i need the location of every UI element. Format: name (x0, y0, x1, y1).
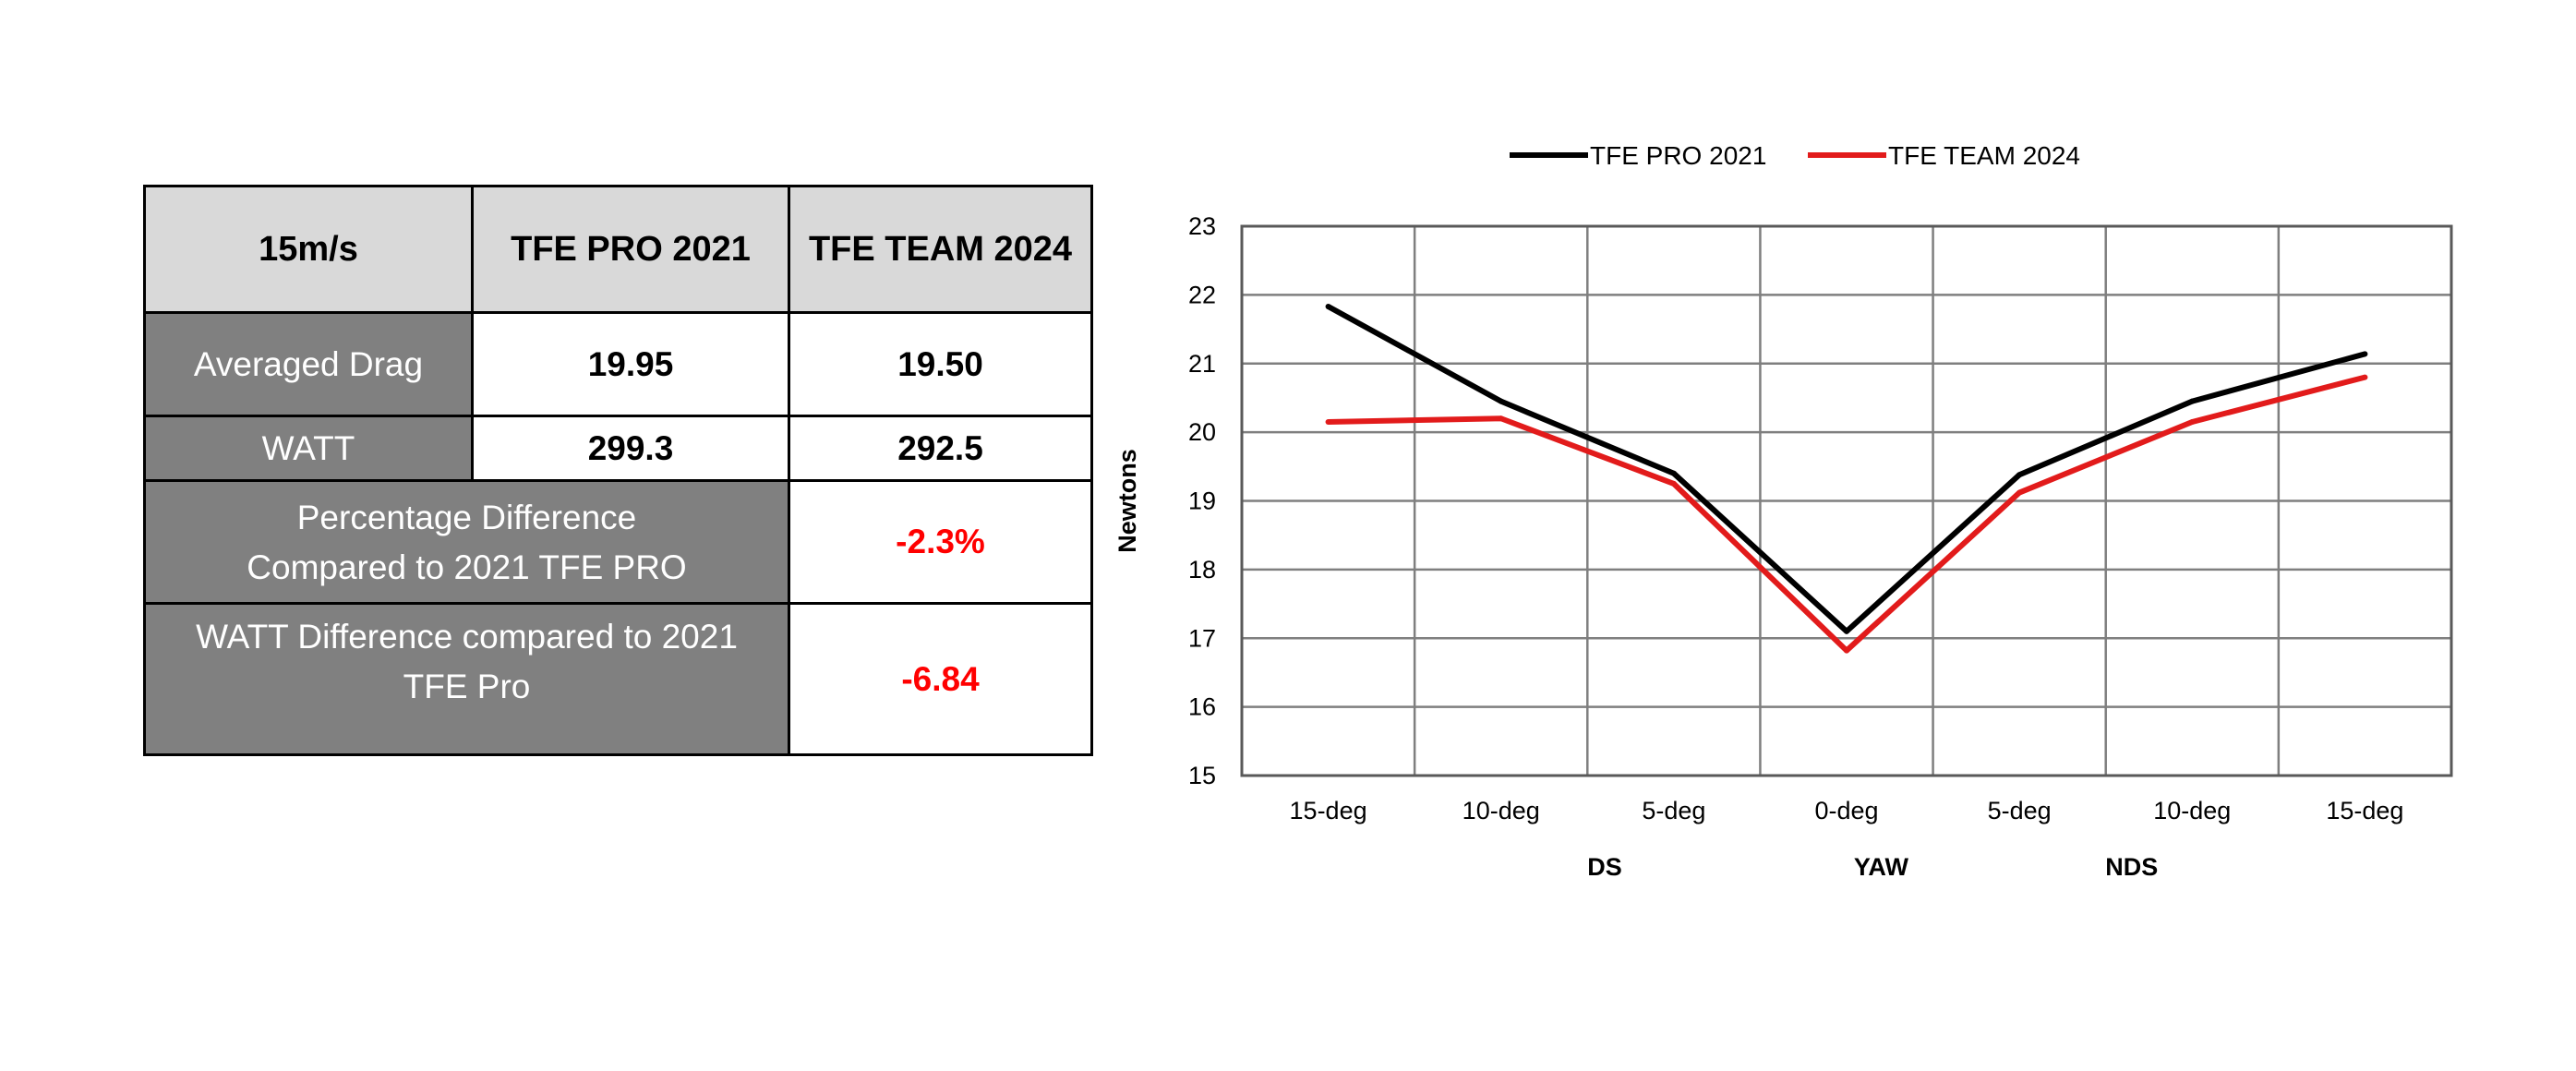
legend-label-1: TFE TEAM 2024 (1888, 141, 2080, 170)
table-row-percentage-difference: Percentage Difference Compared to 2021 T… (143, 479, 1093, 605)
series-1-point-6 (2362, 374, 2368, 380)
x-tick-label-0: 15-deg (1290, 797, 1367, 824)
table-row-watt-difference: WATT Difference compared to 2021 TFE Pro… (143, 602, 1093, 756)
y-axis-ticks: 15 16 17 18 19 20 21 22 23 (1188, 212, 1216, 789)
y-tick-label-7: 22 (1188, 281, 1216, 308)
x-axis-group-labels: DS YAW NDS (1587, 853, 2158, 881)
y-tick-label-3: 18 (1188, 556, 1216, 584)
y-tick-label-4: 19 (1188, 487, 1216, 515)
y-tick-label-2: 17 (1188, 624, 1216, 652)
watt-difference-label-line1: WATT Difference compared to 2021 (196, 618, 738, 656)
y-tick-label-6: 21 (1188, 350, 1216, 378)
series-line-1 (1328, 374, 2366, 654)
y-tick-label-0: 15 (1188, 762, 1216, 789)
x-tick-label-1: 10-deg (1463, 797, 1540, 824)
watt-difference-label-line2: TFE Pro (403, 668, 531, 705)
series-1-point-1 (1498, 415, 1504, 422)
series-1-point-0 (1325, 418, 1331, 425)
speed-header: 15m/s (143, 185, 474, 314)
x-tick-label-4: 5-deg (1988, 797, 2052, 824)
series-0-point-5 (2189, 398, 2196, 404)
series-0-point-4 (2016, 472, 2023, 478)
percentage-difference-label: Percentage Difference Compared to 2021 T… (143, 479, 790, 605)
series-1-point-4 (2016, 489, 2023, 496)
table-row-averaged-drag: Averaged Drag 19.95 19.50 (143, 311, 1093, 417)
chart-legend: TFE PRO 2021 TFE TEAM 2024 (1510, 141, 2080, 170)
drag-line-chart: TFE PRO 2021 TFE TEAM 2024 15 16 17 18 19 20 21… (1113, 141, 2453, 881)
series-line-0 (1327, 304, 2366, 634)
table-row-watt: WATT 299.3 292.5 (143, 415, 1093, 482)
x-axis-ticks: 15-deg 10-deg 5-deg 0-deg 5-deg 10-deg 15-deg (1290, 797, 2404, 824)
y-tick-label-5: 20 (1188, 418, 1216, 446)
chart-grid (1240, 224, 2453, 777)
series-1-point-5 (2189, 418, 2196, 425)
legend-label-0: TFE PRO 2021 (1590, 141, 1766, 170)
drag-comparison-table: 15m/s TFE PRO 2021 TFE TEAM 2024 Average… (143, 185, 1093, 756)
series-0-point-3 (1844, 628, 1849, 634)
x-tick-label-5: 10-deg (2153, 797, 2231, 824)
series-0-point-6 (2362, 351, 2368, 357)
series-1-point-3 (1844, 647, 1849, 654)
percentage-difference-label-line2: Compared to 2021 TFE PRO (247, 548, 687, 586)
x-tick-label-3: 0-deg (1814, 797, 1878, 824)
series-0-point-1 (1498, 398, 1504, 404)
x-group-label-yaw: YAW (1854, 853, 1909, 881)
x-group-label-nds: NDS (2105, 853, 2158, 881)
watt-difference-value: -6.84 (788, 602, 1093, 756)
averaged-drag-pro-value: 19.95 (471, 311, 790, 417)
watt-team-value: 292.5 (788, 415, 1093, 482)
x-tick-label-6: 15-deg (2326, 797, 2403, 824)
x-group-label-ds: DS (1587, 853, 1622, 881)
percentage-difference-label-line1: Percentage Difference (296, 499, 637, 536)
watt-pro-value: 299.3 (471, 415, 790, 482)
pro-2021-header: TFE PRO 2021 (471, 185, 790, 314)
team-2024-header: TFE TEAM 2024 (788, 185, 1093, 314)
series-0-point-0 (1325, 304, 1331, 310)
percentage-difference-value: -2.3% (788, 479, 1093, 605)
y-tick-label-8: 23 (1188, 212, 1216, 240)
chart-series (1325, 304, 2368, 654)
x-tick-label-2: 5-deg (1642, 797, 1705, 824)
watt-difference-label: WATT Difference compared to 2021 TFE Pro (143, 602, 790, 756)
averaged-drag-team-value: 19.50 (788, 311, 1093, 417)
series-0-point-2 (1670, 470, 1677, 476)
table-header-row: 15m/s TFE PRO 2021 TFE TEAM 2024 (143, 185, 1093, 314)
y-tick-label-1: 16 (1188, 693, 1216, 721)
watt-label: WATT (143, 415, 474, 482)
y-axis-title: Newtons (1113, 449, 1141, 553)
averaged-drag-label: Averaged Drag (143, 311, 474, 417)
series-1-point-2 (1670, 480, 1677, 487)
plot-area-border (1240, 224, 2453, 777)
